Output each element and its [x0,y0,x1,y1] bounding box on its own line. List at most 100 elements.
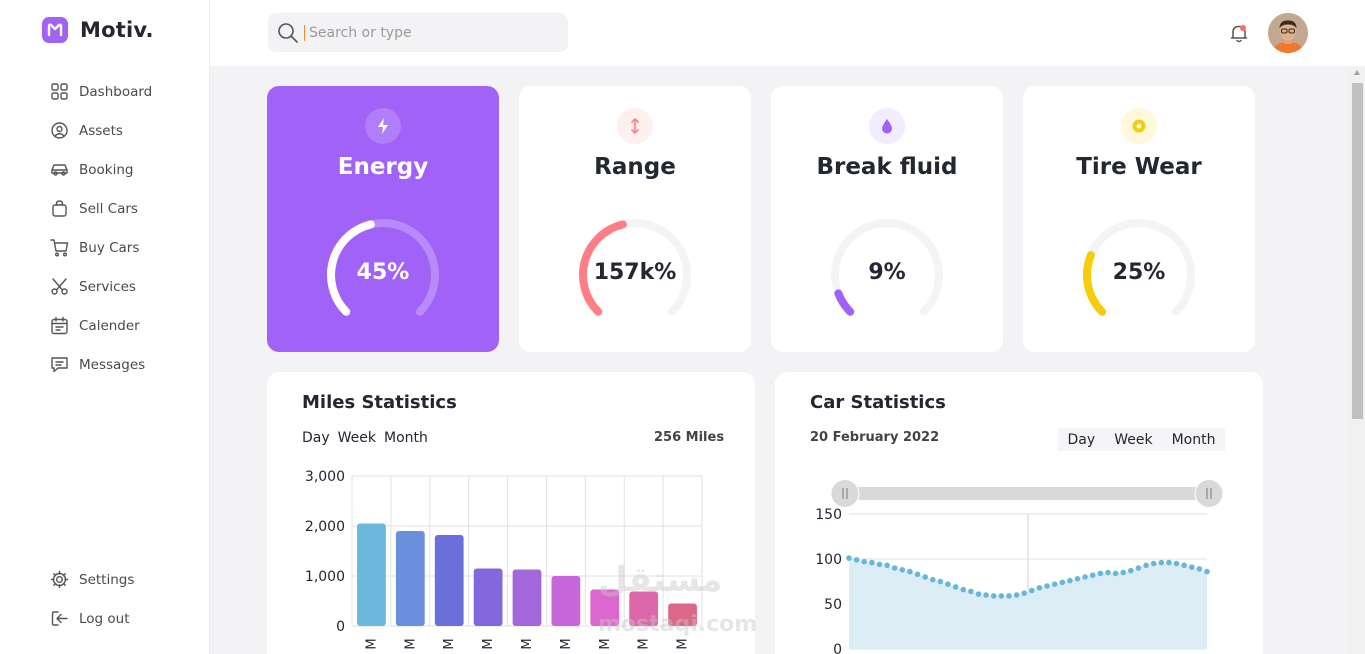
data-point[interactable] [884,562,890,569]
tab-day[interactable]: Day [302,430,330,446]
sidebar-item-label: Calender [79,317,140,334]
bar[interactable] [668,603,697,627]
data-point[interactable] [1120,569,1126,576]
card-break-fluid[interactable]: Break fluid 9% [771,86,1003,352]
data-point[interactable] [1082,574,1088,580]
data-point[interactable] [1021,590,1027,596]
data-point[interactable] [937,578,944,585]
avatar[interactable] [1268,13,1308,53]
bar[interactable] [434,535,464,626]
search-bar[interactable] [268,13,568,52]
sidebar-item-dashboard[interactable]: Dashboard [50,72,152,111]
data-point[interactable] [1059,579,1066,586]
tab-week[interactable]: Week [1114,431,1153,448]
bar[interactable] [473,568,503,627]
data-point[interactable] [876,561,883,568]
data-point[interactable] [1181,562,1187,569]
x-tick-label: M [403,638,418,649]
sidebar-item-messages[interactable]: Messages [50,345,152,384]
bar[interactable] [395,531,425,626]
data-point[interactable] [1074,576,1081,582]
range-slider-start-handle[interactable] [830,479,860,508]
data-point[interactable] [945,581,951,587]
sidebar-item-log-out[interactable]: Log out [50,599,134,638]
data-point[interactable] [960,586,967,593]
data-point[interactable] [975,591,982,597]
sidebar-item-label: Log out [79,610,130,627]
data-point[interactable] [1166,559,1172,566]
miles-total: 256 Miles [654,430,725,445]
data-point[interactable] [891,565,898,571]
data-point[interactable] [1067,577,1073,584]
y-tick-label: 1,000 [305,569,345,585]
data-point[interactable] [952,584,959,590]
data-point[interactable] [1173,560,1180,567]
data-point[interactable] [1013,592,1020,598]
data-point[interactable] [1006,593,1012,599]
bar[interactable] [551,576,581,626]
data-point[interactable] [1112,570,1119,577]
scroll-up-arrow-icon[interactable] [1354,70,1360,75]
data-point[interactable] [1143,562,1149,569]
notification-bell-icon[interactable] [1228,22,1250,44]
data-point[interactable] [853,557,860,563]
y-tick-label: 0 [336,619,345,635]
data-point[interactable] [1051,581,1058,587]
data-point[interactable] [1044,583,1050,589]
search-input[interactable] [304,24,554,41]
data-point[interactable] [1089,572,1096,578]
data-point[interactable] [1029,587,1035,594]
data-point[interactable] [1196,566,1203,572]
sidebar-item-sell-cars[interactable]: Sell Cars [50,189,152,228]
card-range[interactable]: Range 157k% [519,86,751,352]
sidebar-item-booking[interactable]: Booking [50,150,152,189]
sidebar-item-label: Buy Cars [79,239,140,256]
range-slider-track[interactable] [845,487,1209,500]
sidebar-item-settings[interactable]: Settings [50,560,134,599]
data-point[interactable] [1158,559,1165,566]
data-point[interactable] [1128,567,1134,574]
assets-icon [50,121,69,140]
data-point[interactable] [930,576,936,583]
tab-month[interactable]: Month [1171,431,1216,448]
y-tick-label: 150 [815,507,842,523]
sidebar-item-calender[interactable]: Calender [50,306,152,345]
data-point[interactable] [968,588,974,595]
scroll-thumb[interactable] [1352,83,1363,419]
sidebar-item-buy-cars[interactable]: Buy Cars [50,228,152,267]
data-point[interactable] [1150,560,1157,567]
range-slider-end-handle[interactable] [1194,479,1224,508]
data-point[interactable] [998,593,1005,599]
data-point[interactable] [983,592,989,598]
bar[interactable] [512,569,542,627]
data-point[interactable] [861,558,867,565]
card-energy[interactable]: Energy 45% [267,86,499,352]
data-point[interactable] [1036,585,1043,591]
data-point[interactable] [1097,570,1104,577]
data-point[interactable] [922,574,928,580]
sidebar-item-assets[interactable]: Assets [50,111,152,150]
data-point[interactable] [899,567,906,573]
data-point[interactable] [914,571,921,578]
x-tick-label: M [598,638,613,649]
data-point[interactable] [1135,565,1142,571]
car-icon [50,160,69,179]
bar[interactable] [357,523,386,627]
bar[interactable] [629,591,659,627]
data-point[interactable] [846,555,852,561]
car-period-tabs: Day Week Month [1058,428,1225,451]
data-point[interactable] [1105,569,1111,576]
tab-day[interactable]: Day [1067,431,1096,448]
logo[interactable]: Motiv. [42,17,154,43]
data-point[interactable] [1204,568,1210,575]
card-tire-wear[interactable]: Tire Wear 25% [1023,86,1255,352]
data-point[interactable] [1189,564,1195,570]
tab-week[interactable]: Week [337,430,377,446]
data-point[interactable] [869,559,875,566]
tab-month[interactable]: Month [384,430,428,446]
scrollbar[interactable] [1350,66,1365,654]
sidebar-item-services[interactable]: Services [50,267,152,306]
bar[interactable] [590,589,620,627]
data-point[interactable] [907,568,913,575]
data-point[interactable] [990,593,997,599]
